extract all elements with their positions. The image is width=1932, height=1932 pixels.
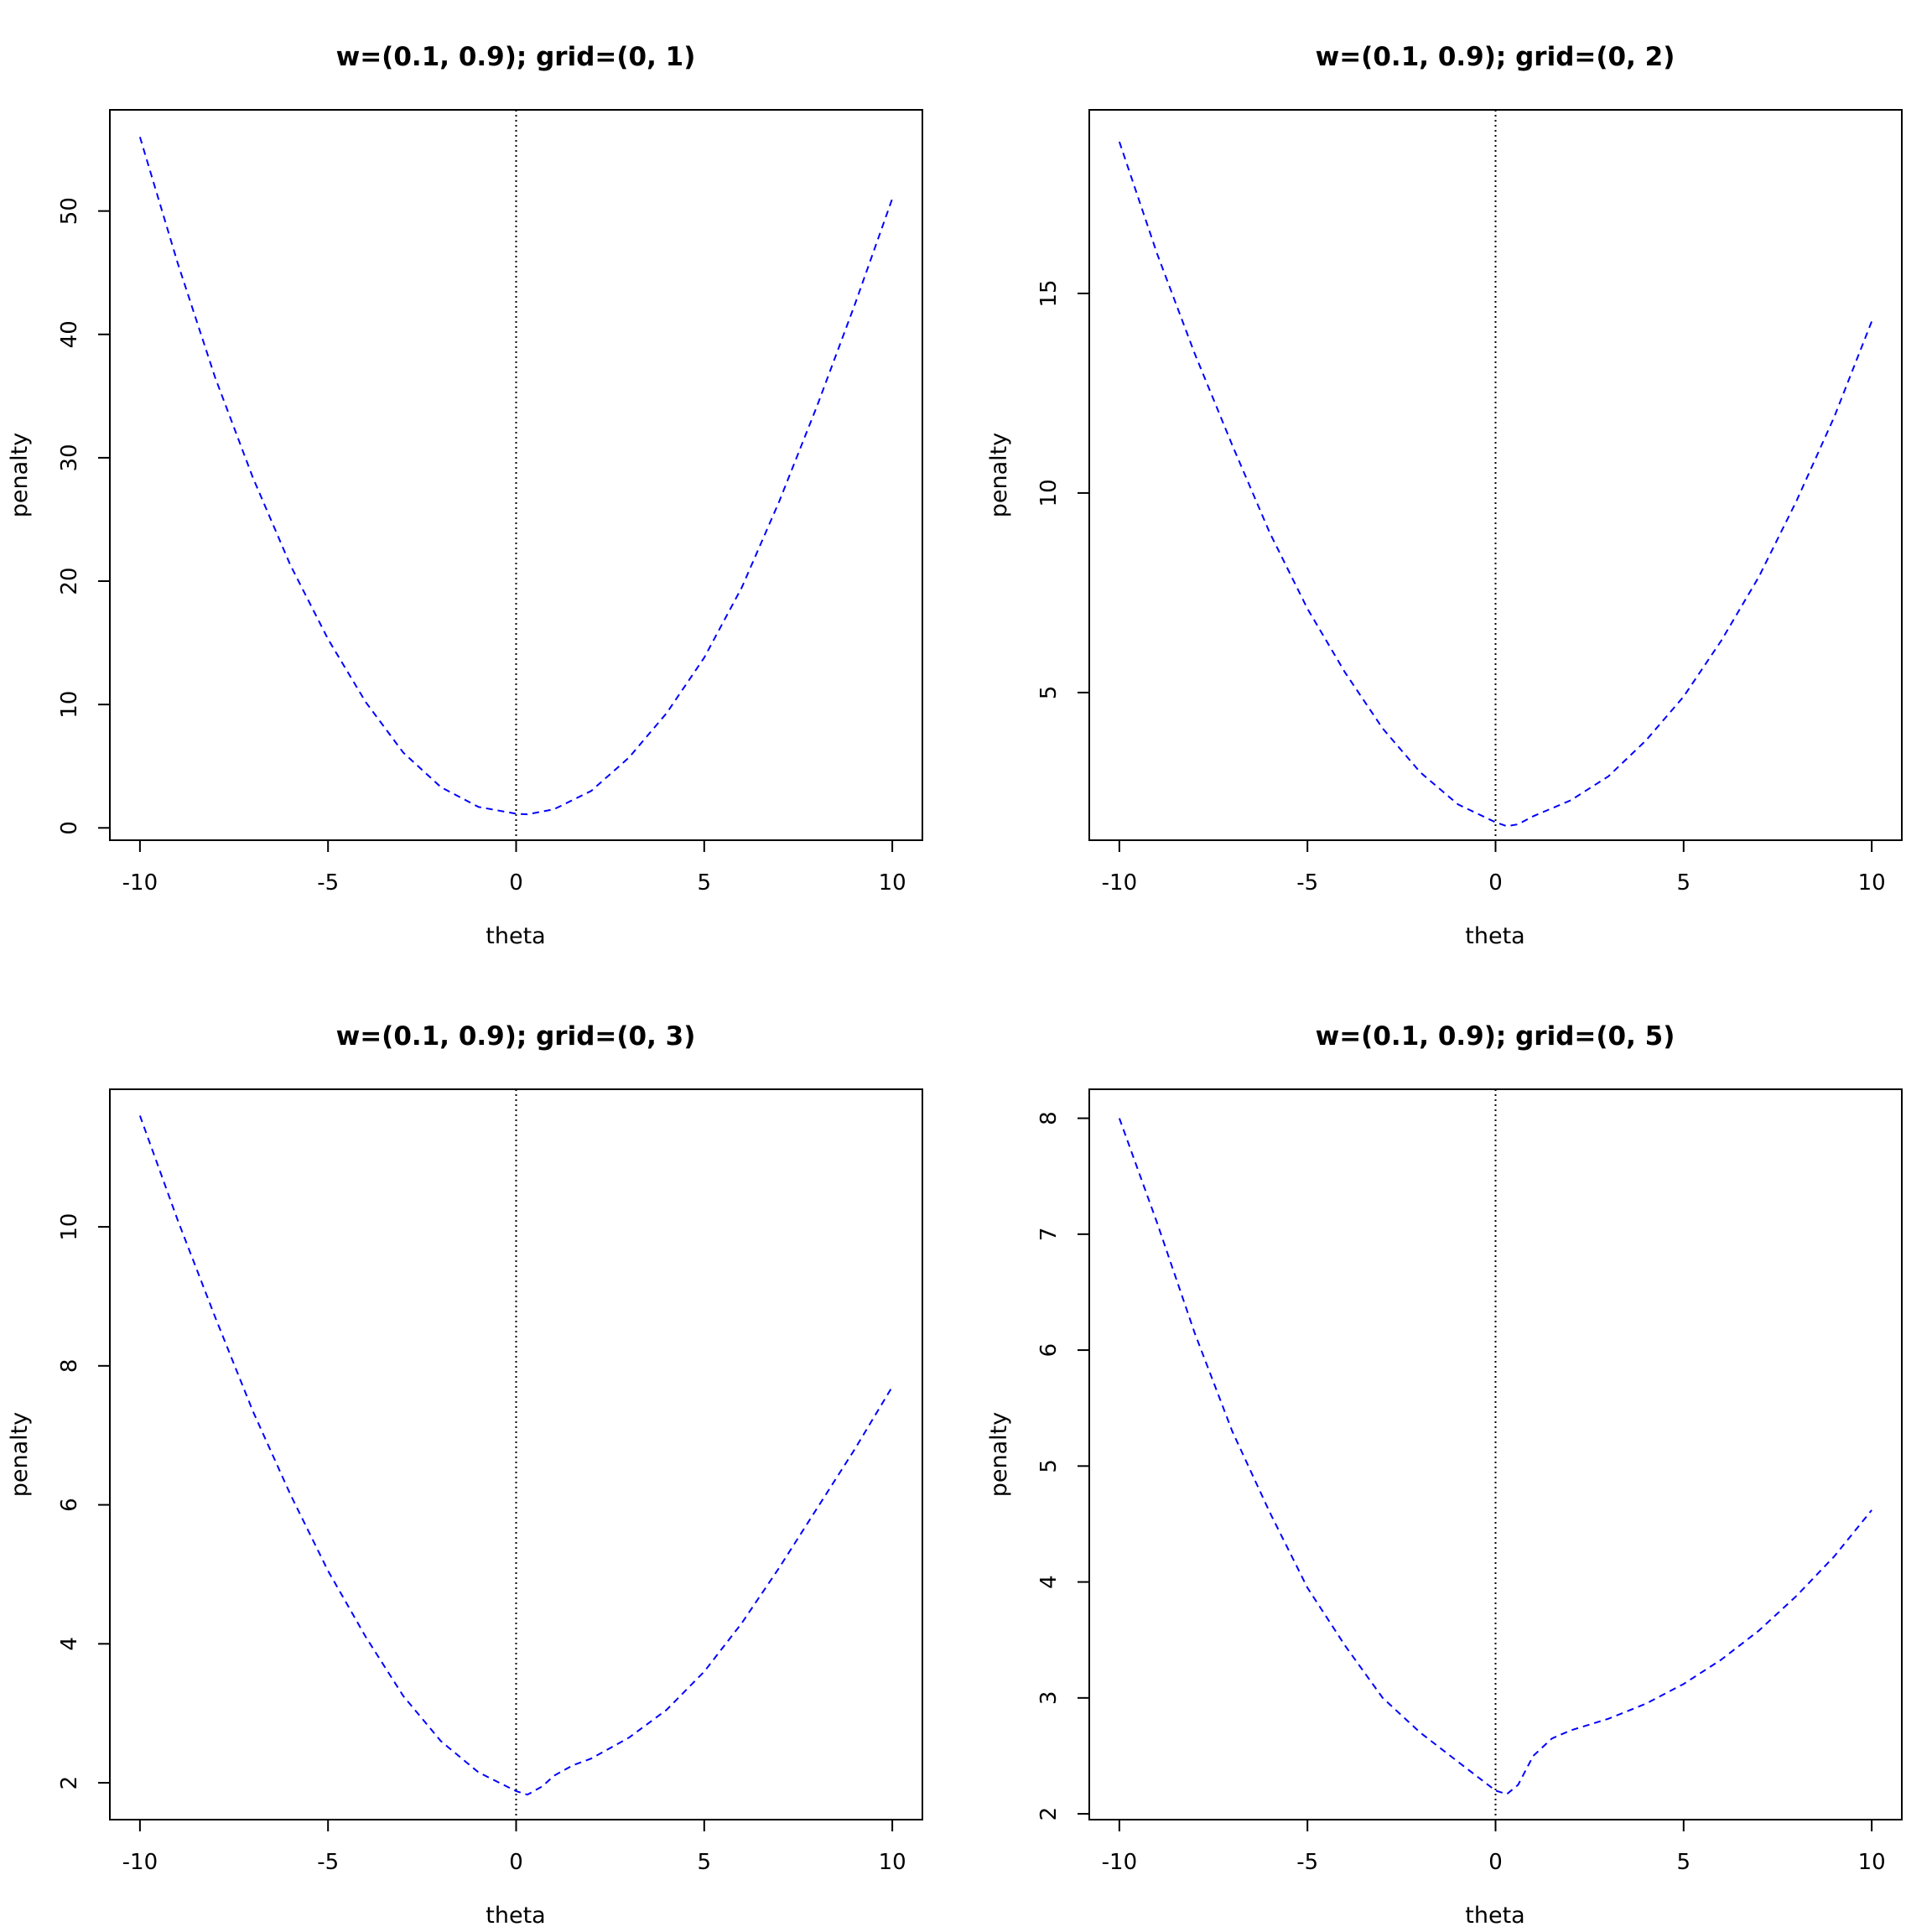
chart-panel-1: w=(0.1, 0.9); grid=(0, 1) -10 -5 0 5 10 theta 0… (7, 42, 923, 949)
x-tick-label: 5 (698, 1850, 712, 1875)
y-axis-label: penalty (7, 433, 33, 517)
y-tick-label: 8 (57, 1359, 82, 1374)
y-tick-label: 2 (57, 1776, 82, 1790)
plot-frame (1088, 109, 1903, 841)
series-line-1 (1118, 1118, 1872, 1795)
x-tick-label: 10 (879, 870, 906, 896)
x-axis-label: theta (486, 1903, 545, 1929)
chart-title: w=(0.1, 0.9); grid=(0, 1) (336, 42, 696, 72)
x-tick-label: 10 (1858, 870, 1886, 896)
x-axis-label: theta (1465, 1903, 1524, 1929)
y-tick-label: 10 (57, 1213, 82, 1241)
chart-title: w=(0.1, 0.9); grid=(0, 2) (1316, 42, 1675, 72)
plot-frame (1088, 1088, 1903, 1820)
chart-panel-4: w=(0.1, 0.9); grid=(0, 5) -10 -5 0 5 10 theta 2… (986, 1021, 1903, 1929)
x-tick-label: -10 (1102, 870, 1137, 896)
chart-panel-2: w=(0.1, 0.9); grid=(0, 2) -10 -5 0 5 10 theta 5… (986, 42, 1903, 949)
x-tick-label: -10 (122, 870, 158, 896)
x-axis-label: theta (1465, 923, 1524, 949)
y-axis-label: penalty (7, 1412, 33, 1497)
y-tick-label: 6 (1036, 1343, 1062, 1358)
x-tick-label: 5 (698, 870, 712, 896)
y-tick-label: 7 (1036, 1228, 1062, 1242)
y-tick-label: 4 (1036, 1575, 1062, 1589)
x-tick-label: 10 (1858, 1850, 1886, 1875)
x-tick-label: -5 (317, 1850, 339, 1875)
y-axis-label: penalty (986, 433, 1012, 517)
y-tick-label: 10 (57, 691, 82, 719)
x-tick-label: 0 (509, 870, 523, 896)
x-tick-label: 0 (1488, 1850, 1503, 1875)
series-line-1 (138, 1115, 893, 1796)
chart-title: w=(0.1, 0.9); grid=(0, 5) (1316, 1021, 1675, 1052)
y-tick-label: 5 (1036, 1459, 1062, 1473)
x-tick-label: 5 (1677, 870, 1691, 896)
x-tick-label: 5 (1677, 1850, 1691, 1875)
x-tick-label: 10 (879, 1850, 906, 1875)
y-tick-label: 2 (1036, 1807, 1062, 1821)
y-tick-label: 40 (57, 320, 82, 348)
x-tick-label: -10 (1102, 1850, 1137, 1875)
y-tick-label: 3 (1036, 1691, 1062, 1706)
x-tick-label: -5 (1296, 870, 1318, 896)
plot-frame (109, 1088, 923, 1820)
y-tick-label: 15 (1036, 279, 1062, 307)
plot-frame (109, 109, 923, 841)
y-tick-label: 6 (57, 1498, 82, 1512)
x-tick-label: -5 (317, 870, 339, 896)
y-tick-label: 30 (57, 444, 82, 471)
y-tick-label: 8 (1036, 1111, 1062, 1125)
y-tick-label: 20 (57, 567, 82, 595)
y-tick-label: 50 (57, 197, 82, 225)
x-axis-label: theta (486, 923, 545, 949)
series-line-1 (1118, 141, 1873, 828)
x-tick-label: 0 (509, 1850, 523, 1875)
y-tick-label: 5 (1036, 686, 1062, 700)
chart-panel-3: w=(0.1, 0.9); grid=(0, 3) -10 -5 0 5 10 theta 2… (7, 1021, 923, 1929)
y-tick-label: 10 (1036, 479, 1062, 506)
x-tick-label: -5 (1296, 1850, 1318, 1875)
y-tick-label: 0 (57, 821, 82, 835)
series-line-1 (138, 137, 894, 816)
y-axis-label: penalty (986, 1412, 1012, 1497)
x-tick-label: 0 (1488, 870, 1503, 896)
y-tick-label: 4 (57, 1637, 82, 1651)
x-tick-label: -10 (122, 1850, 158, 1875)
chart-title: w=(0.1, 0.9); grid=(0, 3) (336, 1021, 696, 1052)
